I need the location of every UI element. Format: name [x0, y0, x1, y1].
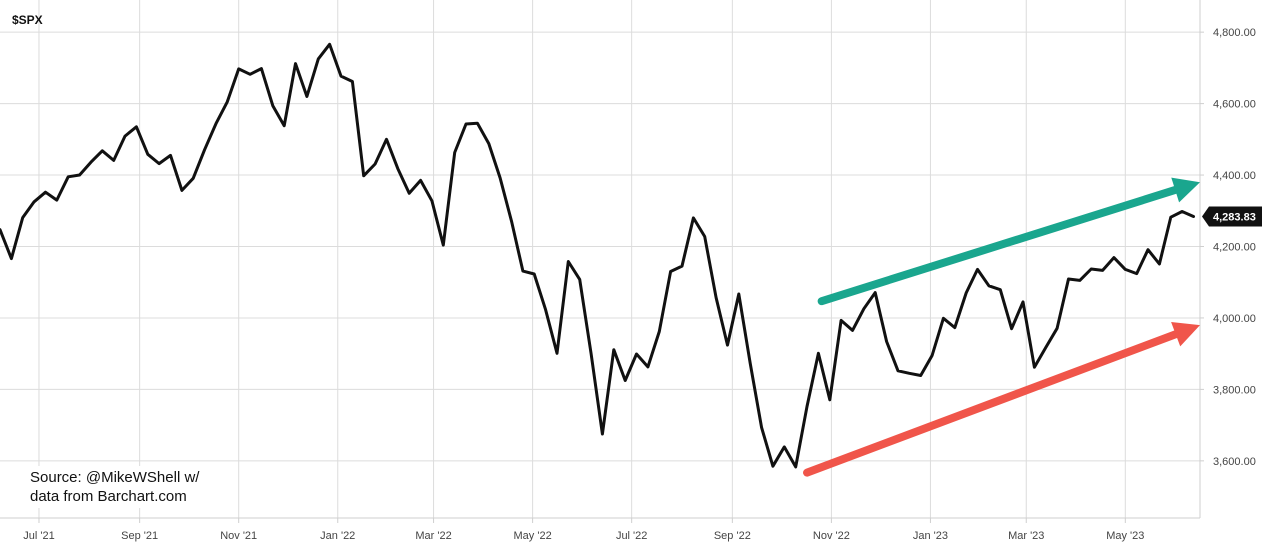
trend-arrow-head-1	[1171, 177, 1200, 203]
x-tick-label: Nov '22	[813, 530, 850, 542]
x-tick-label: Nov '21	[220, 530, 257, 542]
source-line-2: data from Barchart.com	[30, 488, 187, 505]
gridlines	[0, 0, 1200, 518]
x-tick-label: May '22	[514, 530, 552, 542]
trend-arrow-head-2	[1171, 322, 1200, 347]
y-tick-label: 3,600.00	[1213, 456, 1256, 468]
last-value-marker: 4,283.83	[1202, 206, 1262, 227]
y-tick-label: 4,600.00	[1213, 99, 1256, 111]
y-tick-label: 4,800.00	[1213, 27, 1256, 39]
x-tick-label: Jan '22	[320, 530, 355, 542]
last-value-label: 4,283.83	[1213, 212, 1256, 224]
x-axis-ticks: Jul '21 Sep '21 Nov '21 Jan '22 Mar '22 May '…	[23, 518, 1144, 542]
chart-title: $SPX	[12, 13, 43, 27]
y-tick-label: 3,800.00	[1213, 384, 1256, 396]
x-tick-label: Mar '23	[1008, 530, 1044, 542]
source-note: Source: @MikeWShell w/ data from Barchar…	[22, 466, 238, 508]
x-tick-label: Sep '21	[121, 530, 158, 542]
trend-arrow-shaft-1	[817, 185, 1180, 306]
y-axis-ticks: 3,600.00 3,800.00 4,000.00 4,200.00 4,400.00…	[1200, 27, 1256, 468]
x-tick-label: Jul '22	[616, 530, 647, 542]
trend-arrow-shaft-2	[803, 330, 1180, 477]
y-tick-label: 4,000.00	[1213, 313, 1256, 325]
y-tick-label: 4,400.00	[1213, 170, 1256, 182]
x-tick-label: Jul '21	[23, 530, 54, 542]
last-value-box	[1202, 206, 1262, 227]
x-tick-label: May '23	[1106, 530, 1144, 542]
trend-arrows	[803, 177, 1200, 477]
source-line-1: Source: @MikeWShell w/	[30, 469, 200, 486]
x-tick-label: Jan '23	[913, 530, 948, 542]
x-tick-label: Sep '22	[714, 530, 751, 542]
x-tick-label: Mar '22	[415, 530, 451, 542]
price-series-line	[0, 42, 1195, 469]
y-tick-label: 4,200.00	[1213, 241, 1256, 253]
